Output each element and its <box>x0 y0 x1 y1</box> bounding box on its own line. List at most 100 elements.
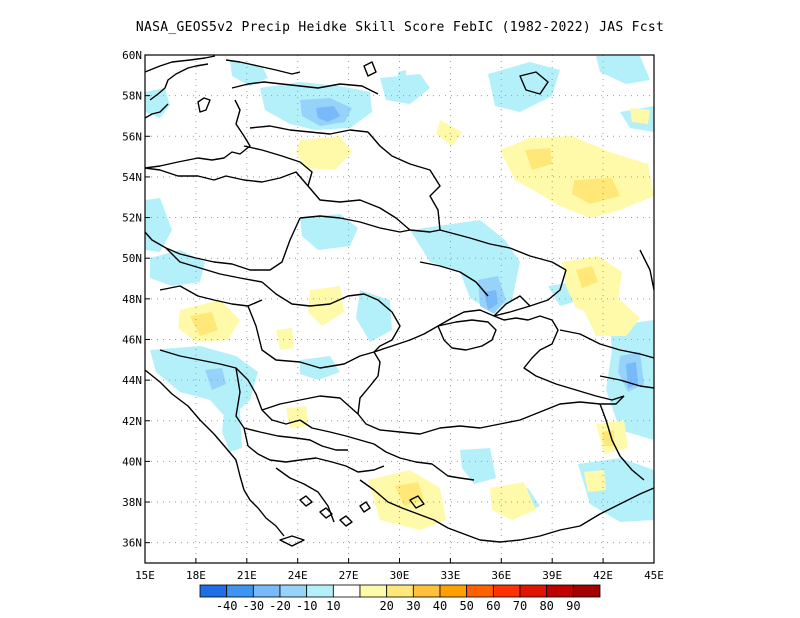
island <box>197 97 211 113</box>
country-border <box>249 125 369 135</box>
negative-score-patch <box>145 88 170 118</box>
colorbar-swatch <box>546 584 574 598</box>
country-border <box>599 375 654 389</box>
positive-score-patch <box>286 406 308 428</box>
positive-score-patch <box>190 312 218 336</box>
x-tick-label: 18E <box>186 569 206 582</box>
positive-score-patch <box>525 148 552 170</box>
negative-score-patch <box>380 74 430 104</box>
negative-score-patch <box>150 346 258 420</box>
colorbar-legend: -40 -30 -20 -10 10 20 30 40 50 60 70 80 90 <box>199 584 601 613</box>
colorbar-label: 30 <box>406 599 420 613</box>
x-tick-label: 33E <box>440 569 460 582</box>
coastline <box>275 467 335 523</box>
country-border <box>363 293 401 353</box>
coastline <box>145 369 245 491</box>
colorbar-label: 60 <box>486 599 500 613</box>
y-tick-label: 48N <box>122 293 142 306</box>
colorbar-label: 70 <box>513 599 527 613</box>
island <box>339 515 353 527</box>
y-tick-label: 46N <box>122 333 142 346</box>
colorbar-swatch <box>359 584 388 598</box>
map-title: NASA_GEOS5v2 Precip Heidke Skill Score F… <box>135 20 665 35</box>
y-tick-label: 52N <box>122 212 142 225</box>
lat-lon-gridlines <box>145 55 654 563</box>
x-tick-label: 36E <box>491 569 511 582</box>
coastline <box>357 351 625 435</box>
x-tick-label: 21E <box>237 569 257 582</box>
coastline <box>231 81 379 95</box>
coastlines-and-borders <box>145 55 654 547</box>
country-border <box>159 349 301 425</box>
negative-score-patch <box>205 368 226 390</box>
coastline <box>149 63 209 101</box>
island <box>319 507 333 519</box>
country-border <box>243 427 348 451</box>
negative-score-patch <box>626 362 638 388</box>
colorbar-label: 80 <box>539 599 553 613</box>
country-border <box>299 215 411 233</box>
country-border <box>493 269 567 317</box>
island <box>299 495 313 507</box>
colorbar-swatch <box>332 584 361 598</box>
colorbar-swatch <box>519 584 548 598</box>
coastline <box>247 445 385 473</box>
coastline <box>639 249 654 291</box>
colorbar-swatch <box>439 584 468 598</box>
colorbar-label: 20 <box>379 599 393 613</box>
positive-score-patch <box>572 178 620 204</box>
latitude-axis: 36N 38N 40N 42N 44N 46N 48N 50N 52N 54N 56N 58N 60N <box>122 49 150 550</box>
colorbar-label: -40 <box>216 599 238 613</box>
colorbar-label: 50 <box>459 599 473 613</box>
negative-score-patch <box>145 198 172 252</box>
country-border <box>299 419 375 445</box>
y-tick-label: 56N <box>122 130 142 143</box>
island <box>359 501 371 513</box>
x-tick-label: 24E <box>288 569 308 582</box>
positive-score-patch <box>630 108 650 124</box>
x-tick-label: 27E <box>339 569 359 582</box>
positive-score-patch <box>584 470 606 492</box>
colorbar-swatch <box>226 584 254 598</box>
colorbar-swatch <box>412 584 441 598</box>
negative-score-patch <box>460 448 496 484</box>
positive-score-patch <box>582 300 640 336</box>
colorbar-swatch <box>466 584 494 598</box>
country-border <box>599 403 645 481</box>
y-tick-label: 60N <box>122 49 142 62</box>
y-tick-label: 42N <box>122 415 142 428</box>
y-tick-label: 54N <box>122 171 142 184</box>
colorbar-swatch <box>572 584 601 598</box>
country-border <box>439 229 567 271</box>
island <box>279 535 305 547</box>
lake <box>519 71 549 95</box>
coastline <box>225 59 301 75</box>
y-tick-label: 36N <box>122 537 142 550</box>
positive-score-patch <box>276 328 294 350</box>
country-border <box>261 395 359 415</box>
x-tick-label: 45E <box>644 569 664 582</box>
colorbar-swatch <box>199 584 228 598</box>
negative-score-patch <box>150 250 205 286</box>
country-border <box>235 367 249 447</box>
coastline <box>145 55 216 73</box>
positive-score-patch <box>490 482 536 520</box>
negative-score-patch <box>222 410 242 452</box>
x-tick-label: 30E <box>390 569 410 582</box>
colorbar-label: -20 <box>269 599 291 613</box>
country-border <box>261 281 365 307</box>
colorbar-swatch <box>386 584 414 598</box>
colorbar-label: 40 <box>433 599 447 613</box>
river-border <box>419 261 489 297</box>
colorbar-label: -10 <box>296 599 318 613</box>
colorbar-swatch <box>279 584 308 598</box>
y-tick-label: 58N <box>122 90 142 103</box>
country-border <box>247 305 375 369</box>
colorbar-swatch <box>306 584 334 598</box>
longitude-axis: 15E 18E 21E 24E 27E 30E 33E 36E 39E 42E 45E <box>135 558 664 582</box>
coastline <box>373 309 625 401</box>
colorbar-swatch <box>492 584 521 598</box>
country-border <box>145 167 309 187</box>
x-tick-label: 42E <box>593 569 613 582</box>
